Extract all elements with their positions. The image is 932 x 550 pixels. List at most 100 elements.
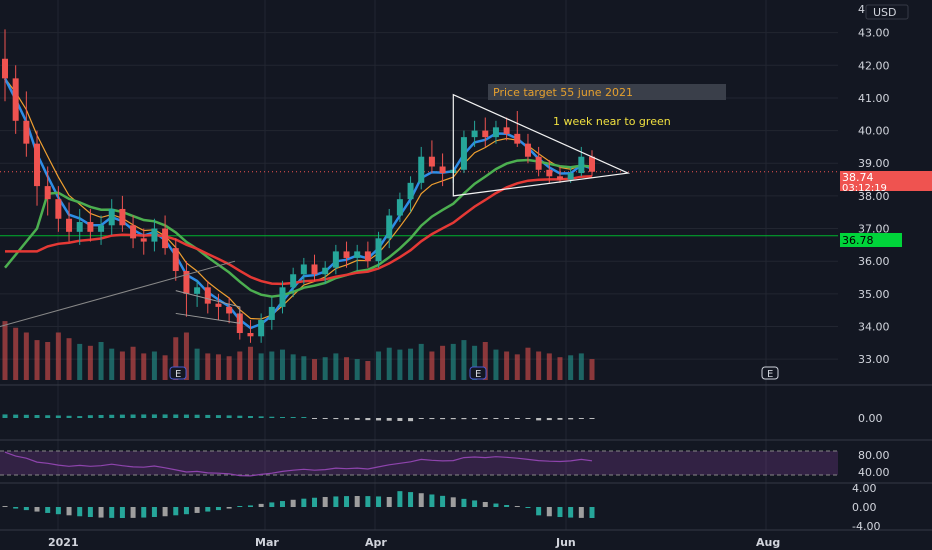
volume-bar	[279, 349, 285, 380]
candle-body	[354, 251, 361, 258]
time-tick-label: Mar	[255, 536, 279, 549]
macd-bar	[45, 415, 51, 418]
oscillator-bar	[536, 507, 542, 516]
macd-bar	[568, 418, 574, 420]
candle	[34, 130, 41, 206]
osc-tick-label: 0.00	[852, 501, 877, 514]
candle	[258, 313, 265, 343]
oscillator-bar	[23, 507, 29, 511]
price-target-box[interactable]	[488, 84, 726, 100]
macd-bar	[557, 418, 563, 420]
candle-body	[119, 208, 126, 226]
candle-body	[247, 333, 254, 337]
candle	[290, 267, 297, 298]
volume-bar	[386, 347, 392, 380]
volume-bar	[450, 343, 456, 380]
candle	[556, 166, 563, 183]
volume-bar	[45, 342, 51, 380]
macd-bar	[130, 414, 136, 418]
time-axis[interactable]: 2021 Mar Apr Jun Aug	[48, 536, 780, 549]
volume-bar	[514, 354, 520, 380]
event-marker: E	[469, 366, 487, 380]
volume-bar	[546, 353, 552, 380]
oscillator-bar	[386, 497, 392, 507]
event-marker: E	[169, 366, 187, 380]
oscillator-bar	[568, 507, 574, 518]
candle	[151, 218, 158, 252]
candle-body	[55, 199, 62, 219]
macd-bar	[34, 415, 40, 418]
candle-body	[151, 228, 158, 242]
candle	[589, 150, 595, 177]
volume-bar	[344, 357, 350, 380]
candle	[172, 238, 179, 281]
oscillator-bar	[13, 507, 19, 509]
candle	[55, 186, 62, 232]
oscillator-bar	[34, 507, 40, 512]
macd-bar	[376, 418, 382, 421]
candle	[322, 261, 329, 285]
macd-bar	[386, 418, 392, 421]
currency-badge[interactable]	[865, 4, 909, 20]
macd-bar	[418, 418, 424, 419]
candle-body	[589, 156, 595, 172]
macd-bar	[247, 416, 253, 418]
candle-body	[183, 270, 190, 294]
volume-bar	[269, 351, 275, 380]
oscillator-bar	[215, 507, 221, 511]
macd-bar	[589, 418, 595, 419]
volume-bar	[493, 349, 499, 380]
price-tick-label: 42.00	[858, 59, 890, 72]
macd-bar	[429, 418, 435, 420]
macd-bar	[290, 417, 296, 418]
candle	[226, 297, 233, 324]
candle-body	[66, 218, 73, 232]
oscillator-bar	[365, 496, 371, 507]
candle	[503, 117, 510, 141]
volume-bar	[162, 355, 168, 380]
price-axis[interactable]: 33.00 34.00 35.00 36.00 37.00 38.00 39.00 40.00…	[852, 3, 890, 533]
volume-bar	[429, 351, 435, 380]
candle-body	[87, 222, 94, 232]
volume-bar	[183, 332, 189, 380]
oscillator-bar	[237, 506, 243, 507]
candle-body	[300, 264, 307, 275]
oscillator-bar	[504, 504, 510, 507]
candle	[524, 133, 531, 164]
candle	[375, 231, 382, 268]
candle-body	[556, 176, 563, 180]
countdown-value: 03:12:19	[842, 183, 887, 194]
price-tick-label: 43.00	[858, 27, 890, 40]
candle	[268, 297, 275, 330]
volume-bar	[173, 337, 179, 380]
candle	[386, 208, 393, 249]
volume-bar	[312, 359, 318, 380]
volume-bar	[525, 347, 531, 380]
macd-bar	[450, 418, 456, 420]
oscillator-bar	[450, 497, 456, 507]
volume-bar	[34, 340, 40, 380]
volume-bar	[23, 332, 29, 380]
oscillator-bar	[578, 507, 584, 518]
macd-bar	[440, 418, 446, 420]
macd-bar	[493, 418, 499, 419]
oscillator-bar	[258, 503, 264, 507]
candle	[76, 208, 83, 245]
macd-bar	[226, 415, 232, 418]
price-tick-label: 34.00	[858, 320, 890, 333]
oscillator-bar	[98, 507, 104, 518]
candle-body	[332, 251, 339, 268]
macd-bar	[536, 418, 542, 421]
oscillator-bar	[418, 493, 424, 507]
oscillator-bar	[493, 503, 499, 507]
macd-bar	[354, 418, 360, 420]
oscillator-bar	[525, 507, 531, 508]
candle-body	[386, 215, 393, 239]
volume-bar	[130, 346, 136, 380]
oscillator-bar	[440, 495, 446, 507]
macd-bar	[119, 414, 125, 418]
candle	[300, 257, 307, 285]
candle	[546, 159, 553, 183]
oscillator-bar	[183, 507, 189, 515]
